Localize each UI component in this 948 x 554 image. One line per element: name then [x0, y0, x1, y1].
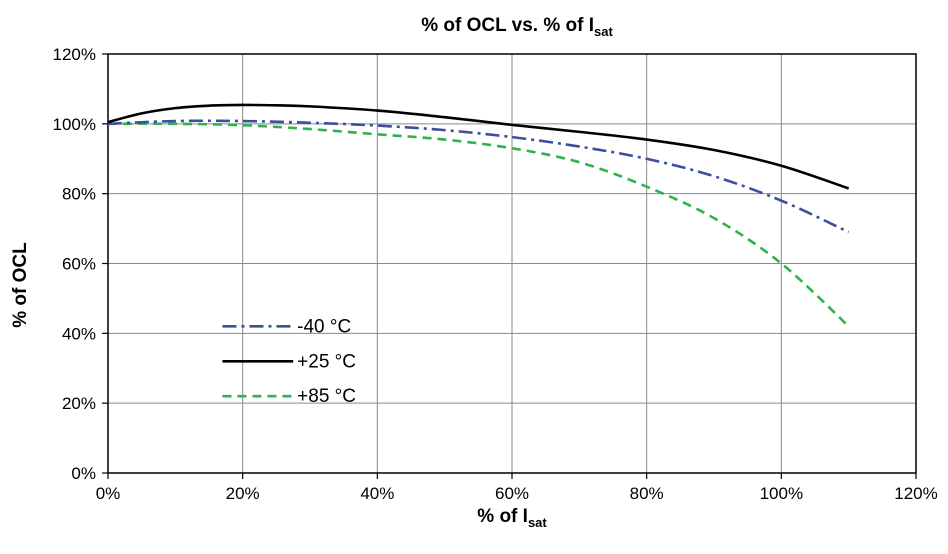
y-tick-label: 100% — [53, 115, 96, 134]
legend-label: -40 °C — [297, 316, 351, 337]
y-tick-label: 80% — [62, 185, 96, 204]
series-line — [107, 119, 850, 234]
x-tick-label: 100% — [760, 484, 803, 503]
x-tick-label: 60% — [495, 484, 529, 503]
x-tick-label: 40% — [360, 484, 394, 503]
x-axis: 0% 20% 40% 60% 80% 100% 120% — [96, 473, 938, 503]
chart-title: % of OCL vs. % of Isat — [421, 15, 613, 39]
y-axis-title: % of OCL — [10, 242, 31, 328]
series-line — [107, 122, 850, 328]
grid — [107, 53, 917, 474]
x-tick-label: 0% — [96, 484, 121, 503]
y-tick-label: 40% — [62, 324, 96, 343]
y-tick-label: 120% — [53, 45, 96, 64]
legend: -40 °C +25 °C +85 °C — [222, 316, 356, 407]
series-line — [107, 103, 850, 190]
x-axis-title: % of Isat — [477, 506, 547, 530]
legend-label: +85 °C — [297, 386, 356, 407]
y-tick-label: 60% — [62, 255, 96, 274]
legend-label: +25 °C — [297, 351, 356, 372]
x-tick-label: 120% — [894, 484, 937, 503]
y-tick-label: 0% — [71, 464, 96, 483]
x-tick-label: 80% — [630, 484, 664, 503]
series-group — [107, 103, 850, 328]
y-axis: 0% 20% 40% 60% 80% 100% 120% — [53, 45, 108, 483]
x-tick-label: 20% — [226, 484, 260, 503]
y-tick-label: 20% — [62, 394, 96, 413]
